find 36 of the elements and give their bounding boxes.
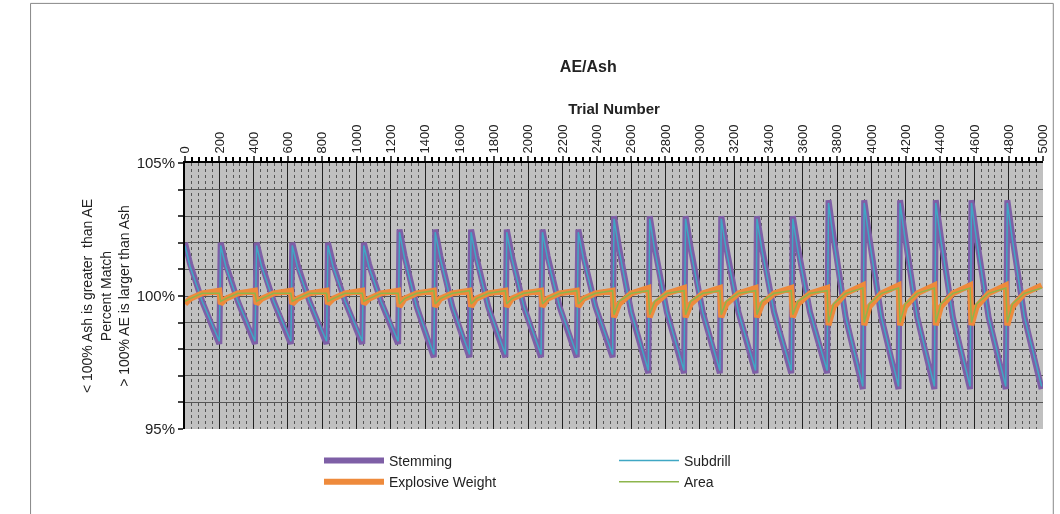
y-tick-label: 100%: [136, 287, 175, 305]
y-axis-title: < 100% Ash is greater than AE Percent Match > 100% AE is larger than Ash: [79, 198, 132, 394]
x-tick-label: 3800: [829, 124, 845, 154]
x-tick-label: 4400: [932, 124, 948, 154]
x-tick-label: 200: [211, 131, 227, 154]
x-tick-label: 4600: [966, 124, 982, 154]
x-tick-label: 800: [314, 131, 330, 154]
x-tick-label: 4000: [863, 124, 879, 154]
x-tick-label: 1800: [486, 124, 502, 154]
x-tick-label: 3600: [794, 124, 810, 154]
x-tick-label: 2200: [554, 124, 570, 154]
x-tick-label: 5000: [1035, 124, 1051, 154]
legend-label: Area: [684, 474, 714, 491]
legend-label: Subdrill: [684, 453, 731, 470]
x-tick-label: 1200: [383, 124, 399, 154]
x-tick-label: 400: [245, 131, 261, 154]
x-tick-label: 1400: [417, 124, 433, 154]
x-tick-label: 2000: [520, 124, 536, 154]
x-tick-label: 3000: [692, 124, 708, 154]
x-tick-label: 1000: [348, 124, 364, 154]
x-axis-title: Trial Number: [568, 100, 660, 118]
legend-label: Stemming: [389, 453, 453, 470]
x-tick-label: 2800: [657, 124, 673, 154]
y-tick-label: 105%: [136, 154, 175, 172]
x-tick-label: 4800: [1000, 124, 1016, 154]
x-tick-label: 4200: [897, 124, 913, 154]
x-tick-label: 2600: [623, 124, 639, 154]
x-tick-label: 2400: [589, 124, 605, 154]
chart-title: AE/Ash: [559, 58, 617, 76]
x-tick-label: 1600: [451, 124, 467, 154]
x-tick-label: 600: [280, 131, 296, 154]
legend-label: Explosive Weight: [389, 474, 497, 491]
y-tick-label: 95%: [144, 420, 175, 438]
x-tick-label: 0: [177, 146, 193, 154]
x-tick-label: 3200: [726, 124, 742, 154]
x-tick-label: 3400: [760, 124, 776, 154]
